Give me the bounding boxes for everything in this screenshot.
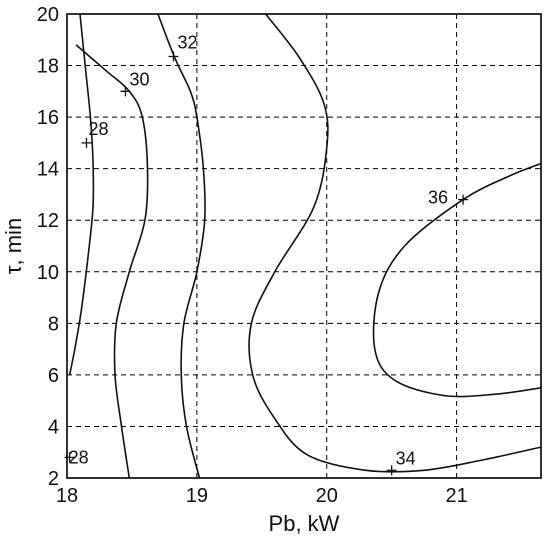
- x-tick-label: 19: [186, 485, 208, 507]
- y-tick-label: 4: [48, 416, 59, 438]
- contour-level-label: 30: [129, 69, 149, 89]
- x-tick-label: 21: [445, 485, 467, 507]
- contour-line: [372, 162, 541, 398]
- contour-marker: [458, 194, 469, 205]
- plot-frame: [66, 13, 542, 479]
- contour-level-label: 36: [428, 188, 448, 208]
- contour-marker: [120, 86, 131, 97]
- contour-line: [157, 14, 206, 478]
- y-tick-label: 20: [37, 4, 59, 26]
- y-tick-label: 6: [48, 365, 59, 387]
- contour-line: [75, 44, 149, 478]
- x-tick-label: 20: [316, 485, 338, 507]
- contour-line: [248, 14, 541, 473]
- contour-lines: [68, 14, 541, 478]
- y-tick-label: 2: [48, 468, 59, 490]
- y-tick-label: 10: [37, 262, 59, 284]
- contour-marker: [81, 137, 92, 148]
- contour-level-label: 32: [177, 33, 197, 53]
- contour-level-label: 28: [69, 447, 89, 467]
- contour-level-label: 34: [396, 448, 416, 468]
- y-axis-label: τ, min: [1, 218, 26, 274]
- tick-labels: 18 19 20 21 2 4 6 8 10 12 14 16 18 20: [37, 4, 468, 507]
- y-tick-label: 16: [37, 107, 59, 129]
- y-tick-label: 8: [48, 313, 59, 335]
- contour-level-label: 28: [88, 119, 108, 139]
- y-tick-label: 18: [37, 56, 59, 78]
- y-tick-label: 14: [37, 159, 59, 181]
- x-axis-label: Pb, kW: [269, 511, 340, 536]
- contour-marker: [386, 465, 397, 476]
- x-tick-label: 18: [56, 485, 78, 507]
- contour-markers: 28 30 32 36 34 28: [64, 33, 469, 476]
- contour-marker: [168, 51, 179, 62]
- y-tick-label: 12: [37, 210, 59, 232]
- contour-line: [68, 14, 95, 376]
